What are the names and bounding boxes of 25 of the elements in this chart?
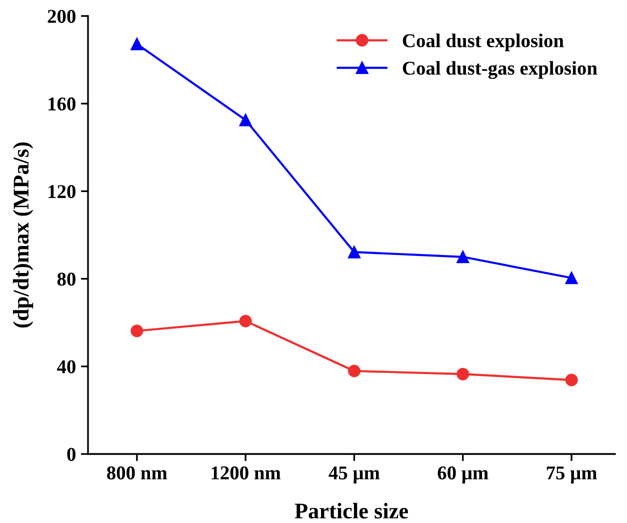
point [130, 324, 144, 338]
y-tick-label: 160 [48, 97, 76, 111]
y-tick-label: 120 [48, 185, 76, 198]
y-axis-title: (dp/dt)max (MPa/s) [12, 142, 34, 328]
x-tick-label: 1200 nm [212, 466, 281, 480]
point [456, 250, 470, 264]
x-axis-title: Particle size [294, 502, 408, 519]
point [239, 114, 252, 126]
x-tick-label: 45 μm [328, 466, 380, 484]
point [456, 368, 470, 380]
point [348, 364, 360, 378]
legend-label: Coal dust-gas explosion [402, 61, 598, 79]
point [565, 272, 578, 284]
point [348, 246, 360, 258]
x-tick-label: 75 μm [546, 466, 597, 484]
y-tick-label: 200 [48, 10, 76, 23]
y-tick-label: 40 [57, 360, 76, 374]
legend-label: Coal dust explosion [402, 34, 564, 52]
point [130, 38, 144, 50]
x-tick-label: 60 μm [438, 466, 488, 484]
x-tick-label: 800 nm [107, 466, 168, 480]
point [239, 314, 252, 328]
y-tick-label: 80 [57, 272, 76, 286]
y-tick-label: 0 [67, 448, 76, 461]
point [565, 374, 578, 386]
